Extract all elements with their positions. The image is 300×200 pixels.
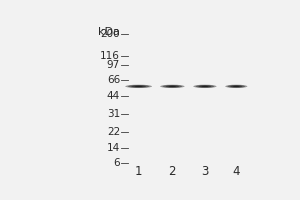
Text: 116: 116 — [100, 51, 120, 61]
Ellipse shape — [233, 86, 240, 87]
Ellipse shape — [163, 85, 182, 88]
Text: 31: 31 — [107, 109, 120, 119]
Text: 2: 2 — [169, 165, 176, 178]
Text: 6: 6 — [113, 158, 120, 168]
Ellipse shape — [227, 85, 245, 88]
Ellipse shape — [135, 86, 142, 87]
Ellipse shape — [166, 85, 179, 87]
Ellipse shape — [201, 86, 208, 87]
Text: 66: 66 — [107, 75, 120, 85]
Text: kDa: kDa — [98, 27, 120, 37]
Text: 4: 4 — [232, 165, 240, 178]
Ellipse shape — [196, 85, 214, 88]
Ellipse shape — [160, 85, 184, 88]
Ellipse shape — [125, 85, 152, 88]
Text: 3: 3 — [201, 165, 208, 178]
Text: 22: 22 — [107, 127, 120, 137]
Ellipse shape — [169, 86, 176, 87]
Text: 44: 44 — [107, 91, 120, 101]
Ellipse shape — [193, 85, 217, 88]
Ellipse shape — [225, 85, 247, 88]
Ellipse shape — [131, 85, 146, 87]
Text: 1: 1 — [135, 165, 142, 178]
Text: 200: 200 — [100, 29, 120, 39]
Ellipse shape — [199, 85, 211, 87]
Ellipse shape — [128, 85, 149, 88]
Text: 97: 97 — [107, 60, 120, 70]
Text: 14: 14 — [107, 143, 120, 153]
Ellipse shape — [230, 85, 242, 87]
